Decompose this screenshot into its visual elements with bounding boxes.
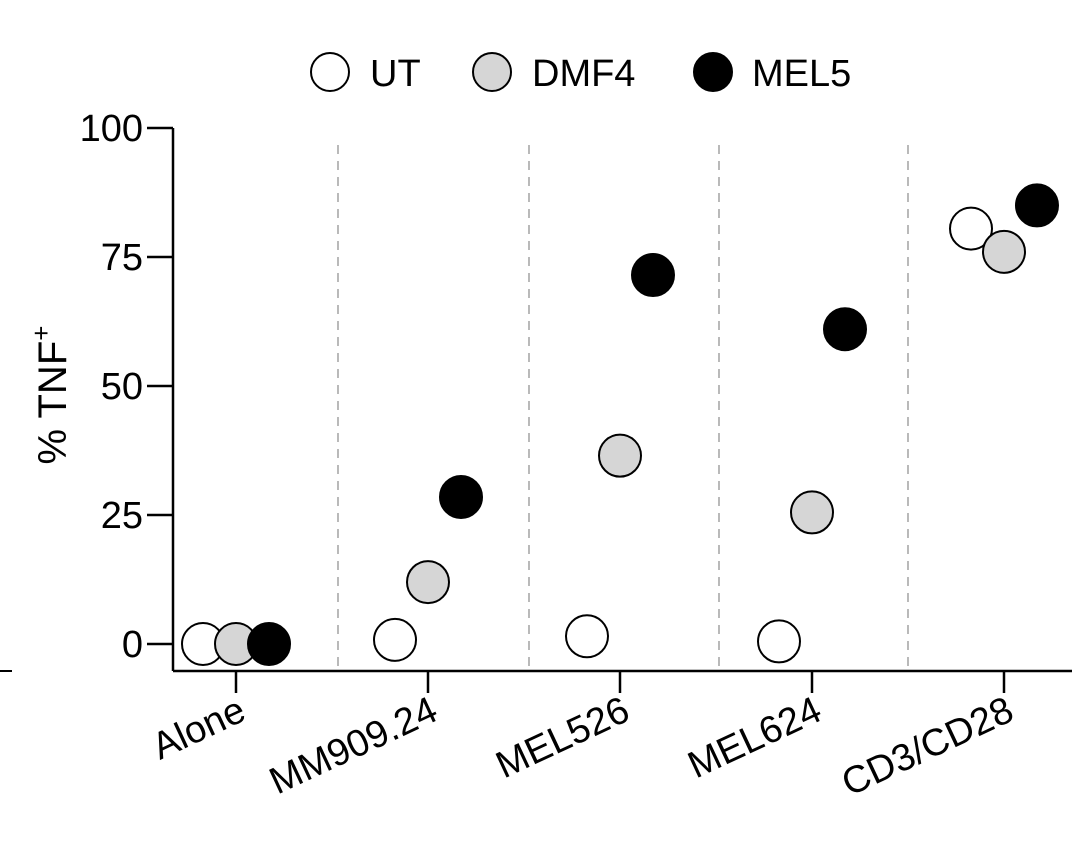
point-ut-3 — [565, 614, 609, 659]
point-mel5-4 — [823, 307, 867, 352]
point-mel5-1 — [247, 622, 291, 666]
x-tick-label-1: Alone — [146, 689, 252, 768]
point-ut-5 — [949, 206, 993, 251]
point-dmf4-2 — [406, 560, 450, 605]
legend-marker-ut — [310, 52, 350, 92]
legend-marker-dmf4 — [472, 52, 512, 92]
y-tick-label-75: 75 — [101, 237, 143, 279]
y-axis-label-superscript: + — [26, 326, 56, 341]
y-axis-label-text: % TNF — [31, 341, 75, 465]
y-tick-label-50: 50 — [101, 366, 143, 408]
point-dmf4-5 — [982, 229, 1026, 274]
category-separators — [337, 145, 909, 671]
x-tick-label-3: MEL526 — [490, 689, 636, 787]
x-tick-label-5: CD3/CD28 — [836, 689, 1020, 805]
axes: 0 25 50 75 100 Alone MM909.24 MEL526 MEL624 CD3/C… — [0, 108, 1072, 805]
legend-label-ut: UT — [370, 53, 421, 95]
legend-label-dmf4: DMF4 — [532, 53, 635, 95]
point-mel5-2 — [439, 474, 483, 519]
point-ut-4 — [757, 619, 801, 664]
legend: UT DMF4 MEL5 — [310, 52, 851, 95]
x-tick-label-4: MEL624 — [682, 689, 828, 787]
y-axis-label: % TNF+ — [26, 326, 75, 465]
point-mel5-3 — [631, 253, 675, 298]
legend-label-mel5: MEL5 — [752, 53, 851, 95]
point-dmf4-4 — [790, 490, 834, 535]
legend-marker-mel5 — [693, 52, 733, 92]
point-dmf4-3 — [598, 433, 642, 478]
data-points — [181, 183, 1059, 666]
x-tick-label-2: MM909.24 — [263, 689, 443, 803]
point-ut-2 — [373, 617, 417, 662]
y-tick-label-0: 0 — [122, 624, 143, 666]
y-tick-label-25: 25 — [101, 495, 143, 537]
y-tick-label-100: 100 — [80, 108, 143, 150]
point-mel5-5 — [1015, 183, 1059, 228]
